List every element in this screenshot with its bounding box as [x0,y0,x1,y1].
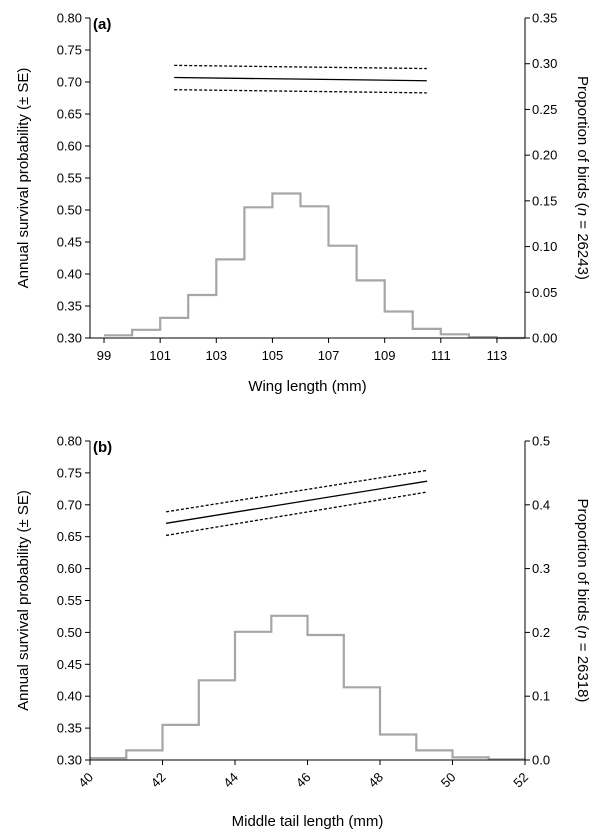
right-y-tick-label: 0.15 [532,193,557,208]
left-y-tick-label: 0.80 [57,434,82,449]
left-y-tick-label: 0.65 [57,107,82,122]
panel-label: (a) [93,16,111,33]
left-y-tick-label: 0.70 [57,75,82,90]
left-y-tick-label: 0.35 [57,299,82,314]
x-axis-label: Middle tail length (mm) [232,813,384,830]
left-y-tick-label: 0.55 [57,171,82,186]
right-y-tick-label: 0.3 [532,561,550,576]
left-y-tick-label: 0.40 [57,689,82,704]
left-y-axis-label: Annual survival probability (± SE) [15,490,32,711]
left-y-axis-label: Annual survival probability (± SE) [15,68,32,289]
right-y-tick-label: 0.4 [532,497,550,512]
right-y-tick-label: 0.35 [532,11,557,26]
right-y-tick-label: 0.30 [532,56,557,71]
histogram-steps [104,192,525,340]
right-y-axis-label: Proportion of birds (n = 26243) [574,76,591,280]
right-y-axis-label-n: n [574,630,591,638]
x-tick-label: 50 [438,770,459,791]
panel-label: (b) [93,439,112,456]
x-tick-label: 101 [149,348,171,363]
left-y-tick-label: 0.50 [57,625,82,640]
right-y-axis-label-part: = 26318) [574,639,591,703]
x-tick-label: 107 [318,348,340,363]
survival-lower-se [166,491,428,537]
survival-mean-line [166,480,428,524]
x-tick-label: 44 [220,770,241,791]
survival-upper-se [174,64,427,70]
right-y-axis-label-part: Proportion of birds ( [574,499,591,631]
x-tick-label: 111 [431,348,451,363]
left-y-tick-label: 0.60 [57,561,82,576]
right-y-tick-label: 0.25 [532,102,557,117]
survival-lower-se [174,89,427,94]
x-tick-label: 103 [205,348,227,363]
left-y-tick-label: 0.60 [57,139,82,154]
right-y-tick-label: 0.2 [532,625,550,640]
left-y-tick-label: 0.50 [57,203,82,218]
x-tick-label: 105 [262,348,284,363]
survival-mean-line [174,76,427,82]
histogram-steps [90,614,525,761]
right-y-axis-label: Proportion of birds (n = 26318) [574,499,591,703]
right-y-axis-label-n: n [574,208,591,216]
x-tick-label: 46 [293,770,314,791]
x-tick-label: 48 [365,770,386,791]
left-y-tick-label: 0.75 [57,43,82,58]
panel-b: 0.30 0.35 0.40 0.45 0.50 0.55 0.60 0.65 0.70 0.75… [15,434,591,831]
x-tick-label: 42 [148,770,169,791]
left-y-tick-label: 0.45 [57,657,82,672]
left-y-tick-label: 0.45 [57,235,82,250]
left-y-tick-label: 0.35 [57,721,82,736]
x-tick-label: 113 [487,348,508,363]
right-y-tick-label: 0.0 [532,753,550,768]
x-tick-label: 40 [75,770,96,791]
right-y-axis-label-part: = 26243) [574,216,591,280]
x-tick-label: 52 [510,770,531,791]
right-y-tick-label: 0.00 [532,331,557,346]
right-y-tick-label: 0.10 [532,239,557,254]
panel-a: 0.30 0.35 0.40 0.45 0.50 0.55 0.60 0.65 0.70 0.75… [15,11,591,396]
x-tick-label: 99 [97,348,111,363]
x-axis-label: Wing length (mm) [248,378,366,395]
left-y-tick-label: 0.30 [57,753,82,768]
right-y-tick-label: 0.1 [532,689,550,704]
left-y-tick-label: 0.65 [57,529,82,544]
left-y-tick-label: 0.30 [57,331,82,346]
left-y-tick-label: 0.80 [57,11,82,26]
right-y-tick-label: 0.20 [532,148,557,163]
left-y-tick-label: 0.55 [57,593,82,608]
left-y-tick-label: 0.40 [57,267,82,282]
right-y-tick-label: 0.5 [532,434,550,449]
right-y-axis-label-part: Proportion of birds ( [574,76,591,208]
left-y-tick-label: 0.70 [57,497,82,512]
right-y-tick-label: 0.05 [532,285,557,300]
survival-upper-se [166,469,428,513]
left-y-tick-label: 0.75 [57,465,82,480]
x-tick-label: 109 [374,348,396,363]
